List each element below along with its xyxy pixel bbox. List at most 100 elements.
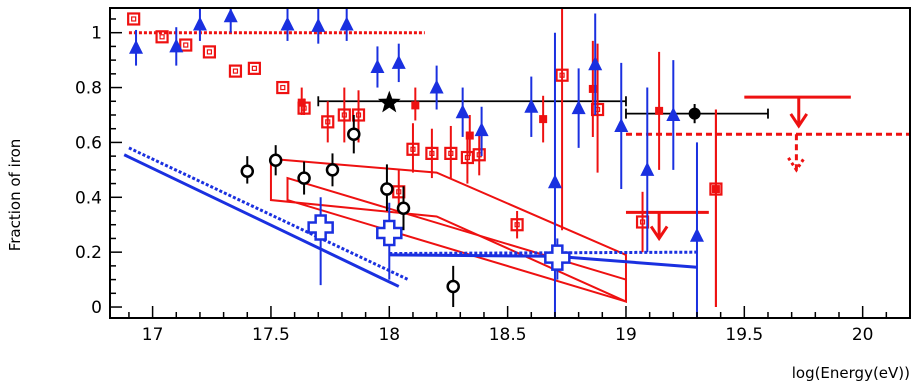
data-point-open-square-18-marker-inner	[559, 72, 565, 78]
data-point-open-square-1-marker-inner	[159, 34, 165, 40]
y-tick-label: 0	[91, 298, 102, 318]
data-point-triangle-3	[223, 8, 238, 23]
data-point-filled-square-6	[711, 185, 720, 194]
data-point-open-square-6-marker-inner	[280, 84, 286, 91]
data-point-open-circle-2	[297, 171, 311, 185]
x-tick-label: 18	[378, 325, 400, 345]
data-point-open-square-13-marker	[425, 146, 439, 160]
data-point-open-circle-7-marker	[446, 279, 460, 294]
data-point-open-square-9	[337, 108, 351, 122]
y-tick-label: 1	[91, 24, 102, 44]
x-tick-label: 20	[852, 325, 874, 345]
data-point-triangle-16-marker	[640, 161, 655, 176]
data-point-open-square-11-marker	[406, 142, 420, 156]
data-point-open-square-5-marker-inner	[251, 65, 257, 71]
data-point-triangle-9	[429, 79, 444, 94]
data-point-open-cross-1-marker	[376, 219, 403, 247]
data-point-open-square-20-marker-inner	[639, 219, 646, 225]
data-point-open-square-9-marker-inner	[341, 112, 347, 118]
data-point-triangle-4	[280, 16, 295, 31]
data-point-filled-square-1-marker	[411, 101, 420, 110]
y-tick-label: 0.2	[75, 243, 102, 263]
x-tick-label: 18.5	[489, 325, 527, 345]
data-point-open-square-9-marker	[337, 108, 351, 122]
x-tick-label: 17.5	[252, 325, 290, 345]
data-point-open-circle-0	[240, 164, 255, 178]
data-point-star-0-marker	[377, 90, 401, 113]
data-point-triangle-4-marker	[280, 16, 295, 31]
data-point-triangle-7-marker	[370, 58, 385, 73]
data-point-open-cross-0	[307, 214, 334, 241]
data-point-filled-square-5-marker	[655, 106, 664, 115]
data-point-open-square-5	[247, 61, 261, 75]
data-point-open-square-6	[276, 80, 290, 95]
data-point-triangle-13-marker	[571, 100, 586, 115]
data-point-open-square-13	[425, 146, 439, 160]
data-point-filled-square-5	[655, 106, 664, 115]
data-point-triangle-18	[547, 174, 562, 189]
plot-frame	[109, 7, 911, 319]
data-point-triangle-11-marker	[474, 122, 489, 137]
data-point-triangle-12-marker	[524, 98, 539, 113]
data-point-open-circle-7	[446, 279, 460, 294]
data-point-open-circle-4	[347, 127, 361, 141]
data-point-open-circle-1-marker	[268, 153, 283, 168]
data-point-triangle-14	[588, 56, 603, 71]
data-point-triangle-6	[339, 16, 354, 31]
data-point-open-square-12-marker-inner	[396, 189, 402, 195]
data-point-triangle-0-marker	[129, 39, 144, 54]
data-point-triangle-15-marker	[614, 117, 629, 132]
data-point-filled-square-0-marker	[297, 98, 306, 107]
data-point-open-square-14-marker	[444, 146, 458, 160]
model-line-4	[389, 250, 697, 256]
data-point-open-square-14	[444, 146, 458, 160]
data-point-open-cross-1	[376, 219, 403, 247]
data-point-filled-square-0	[297, 98, 306, 107]
data-point-open-square-2-marker-inner	[183, 42, 189, 48]
data-point-open-square-18-marker	[555, 68, 569, 82]
data-point-open-circle-5-marker	[380, 182, 394, 196]
upper-limit-arrow-2	[649, 225, 669, 242]
plot-area	[123, 8, 910, 318]
data-point-open-square-15-marker-inner	[464, 154, 470, 161]
x-axis-label: log(Energy(eV))	[792, 364, 910, 382]
data-point-triangle-17	[666, 106, 681, 121]
y-tick-label: 0.4	[75, 188, 102, 208]
data-point-filled-square-2	[465, 131, 474, 140]
data-point-triangle-16	[640, 161, 655, 176]
data-point-open-square-0-marker-inner	[131, 16, 137, 22]
model-band-1	[286, 176, 627, 303]
upper-limit-arrow-0	[789, 113, 809, 129]
model-line-1	[123, 153, 400, 288]
data-point-open-circle-6-marker	[396, 201, 411, 216]
y-tick-label: 0.8	[75, 79, 102, 99]
data-point-open-square-4-marker-inner	[232, 68, 239, 74]
data-point-open-square-3-marker	[202, 45, 217, 59]
data-point-triangle-19	[689, 227, 704, 242]
data-point-triangle-1-marker	[169, 38, 184, 53]
data-point-triangle-14-marker	[588, 56, 603, 71]
upper-limit-arrow-1	[787, 157, 806, 173]
data-point-open-square-3-marker-inner	[206, 49, 213, 55]
data-point-filled-circle-0	[688, 107, 701, 120]
data-point-triangle-1	[169, 38, 184, 53]
data-point-open-square-8	[321, 115, 335, 129]
axis-ticks: 17 17.5 18 18.5 19 19.5 20 0 0.2 0.4 0.6 0.8 1	[75, 18, 911, 345]
data-point-open-square-3	[202, 45, 217, 59]
data-point-triangle-8-marker	[391, 54, 406, 69]
data-point-triangle-11	[474, 122, 489, 137]
data-point-open-square-13-marker-inner	[429, 150, 435, 156]
data-point-filled-square-3-marker	[539, 115, 548, 124]
data-point-open-circle-4-marker	[347, 127, 361, 141]
data-point-filled-square-4-marker	[588, 84, 597, 93]
data-point-triangle-17-marker	[666, 106, 681, 121]
data-point-open-circle-3-marker	[325, 163, 340, 177]
data-point-open-square-17-marker-inner	[514, 222, 520, 228]
data-point-open-circle-1	[268, 153, 283, 168]
data-point-triangle-5-marker	[311, 17, 326, 32]
data-point-triangle-0	[129, 39, 144, 54]
data-point-open-square-8-marker-inner	[325, 119, 331, 125]
data-point-filled-square-4	[588, 84, 597, 93]
data-point-open-square-0	[127, 12, 141, 26]
